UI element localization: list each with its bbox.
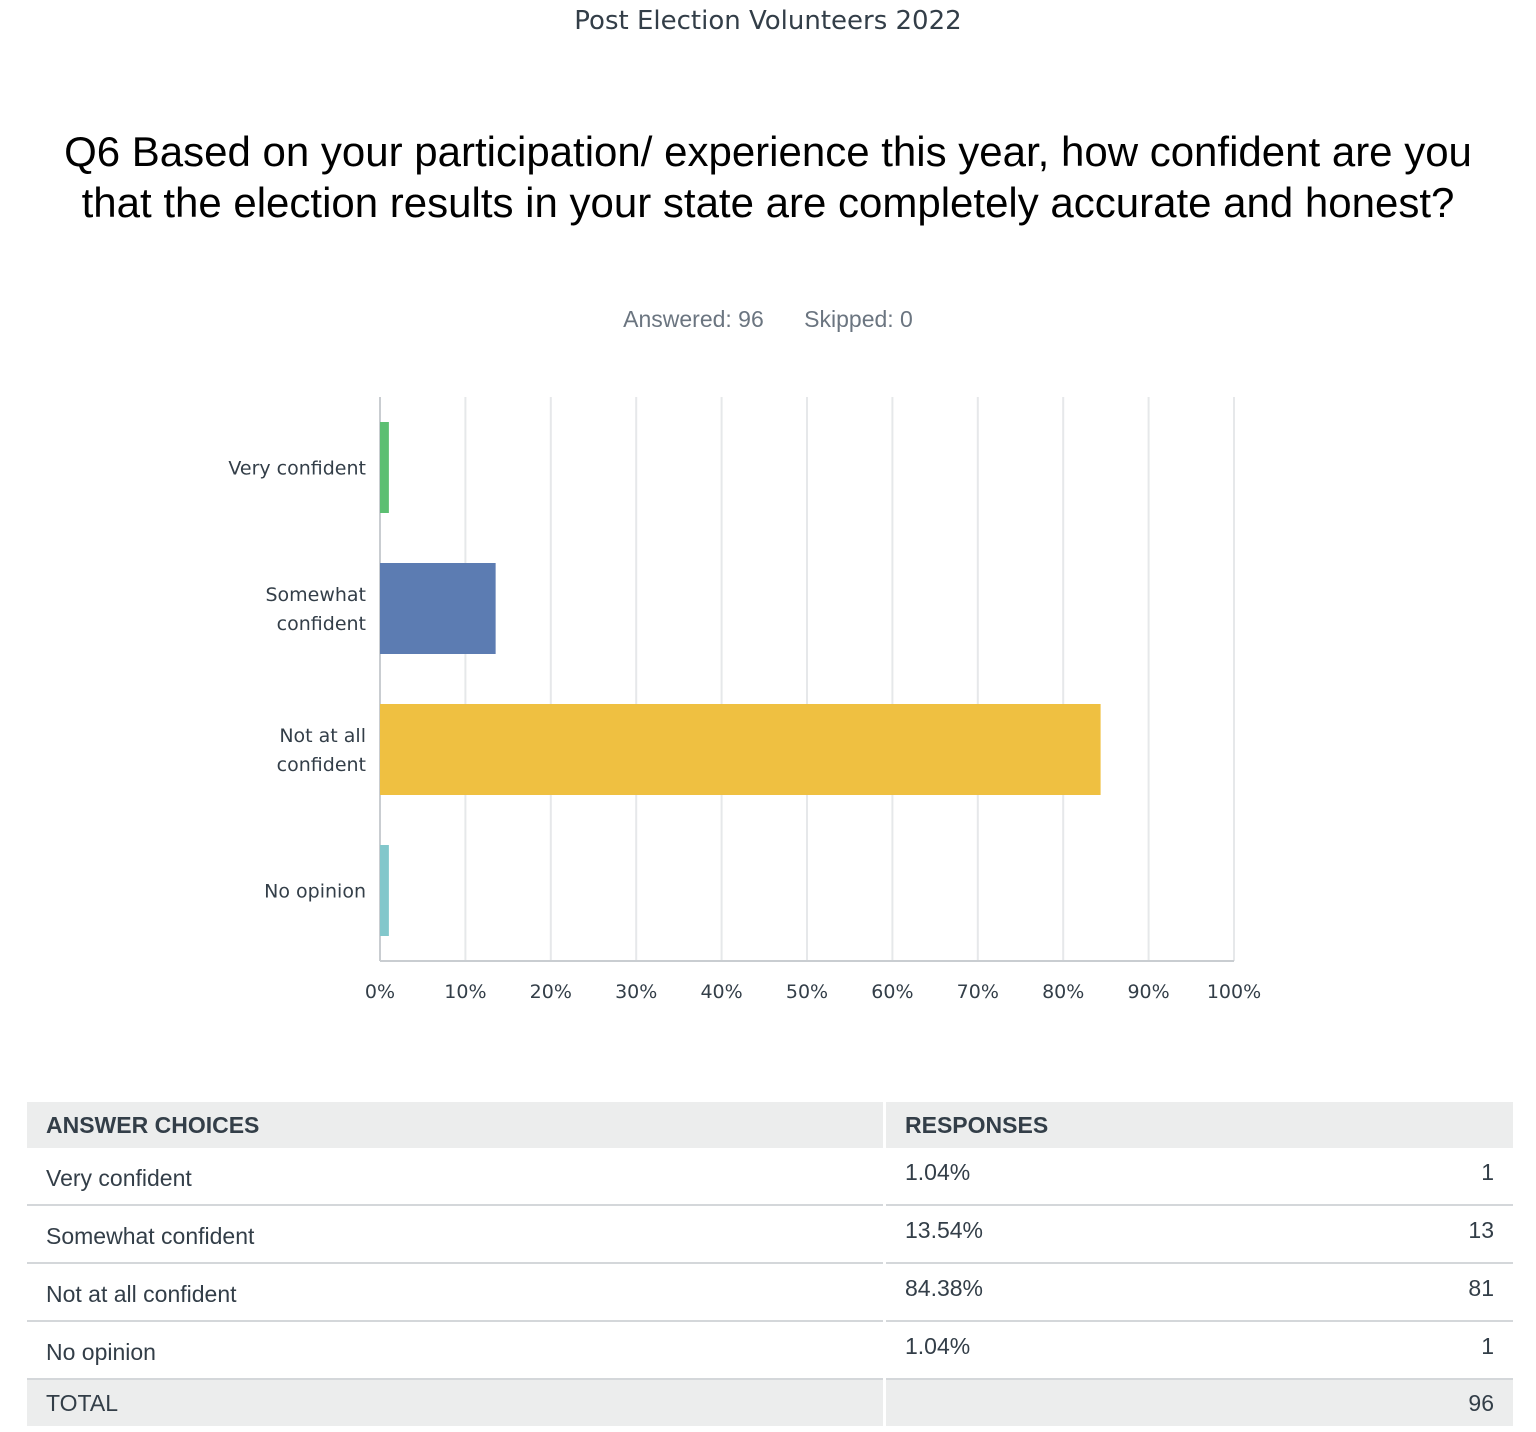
row-count: 81 <box>1292 1263 1513 1322</box>
x-tick-labels: 0% 10% 20% 30% 40% 50% 60% 70% 80% 90% 100% <box>365 981 1261 1003</box>
x-tick-label: 100% <box>1207 981 1261 1003</box>
bar-chart: Very confident Somewhat confident Not at al… <box>228 397 1261 1003</box>
table-row: No opinion 1.04% 1 <box>27 1321 1513 1380</box>
table-row: Not at all confident 84.38% 81 <box>27 1263 1513 1322</box>
category-label: Very confident <box>228 458 366 480</box>
chart-bars <box>380 422 1101 936</box>
category-labels: Very confident Somewhat confident Not at al… <box>228 458 366 903</box>
x-tick-label: 10% <box>444 981 486 1003</box>
row-percent: 1.04% <box>884 1148 1293 1206</box>
category-label: Somewhat confident <box>265 584 366 635</box>
x-tick-label: 70% <box>957 981 999 1003</box>
total-count: 96 <box>1292 1379 1513 1426</box>
bar <box>380 845 389 936</box>
category-label: No opinion <box>264 881 366 903</box>
skipped-count: Skipped: 0 <box>804 306 913 332</box>
header-answer-choices: ANSWER CHOICES <box>27 1102 886 1148</box>
row-choice: Very confident <box>27 1148 886 1206</box>
row-percent: 13.54% <box>884 1205 1293 1264</box>
answered-count: Answered: 96 <box>623 306 764 332</box>
row-percent: 1.04% <box>884 1321 1293 1380</box>
chart-grid <box>379 397 1235 962</box>
row-count: 1 <box>1292 1148 1513 1206</box>
table-row: Somewhat confident 13.54% 13 <box>27 1205 1513 1264</box>
x-tick-label: 20% <box>530 981 572 1003</box>
row-choice: Somewhat confident <box>27 1205 886 1264</box>
table-total-row: TOTAL 96 <box>27 1379 1513 1426</box>
total-label: TOTAL <box>27 1379 886 1426</box>
x-tick-label: 90% <box>1127 981 1169 1003</box>
bar <box>380 422 389 513</box>
x-tick-label: 60% <box>871 981 913 1003</box>
total-percent-empty <box>884 1379 1293 1426</box>
bar <box>380 563 496 654</box>
row-percent: 84.38% <box>884 1263 1293 1322</box>
row-count: 1 <box>1292 1321 1513 1380</box>
category-label: Not at all confident <box>277 725 366 776</box>
x-tick-label: 40% <box>700 981 742 1003</box>
table-row: Very confident 1.04% 1 <box>27 1148 1513 1206</box>
question-title: Q6 Based on your participation/ experien… <box>64 128 1472 226</box>
x-tick-label: 80% <box>1042 981 1084 1003</box>
row-count: 13 <box>1292 1205 1513 1264</box>
x-tick-label: 50% <box>786 981 828 1003</box>
header-responses: RESPONSES <box>884 1102 1513 1148</box>
survey-title: Post Election Volunteers 2022 <box>574 6 962 36</box>
x-tick-label: 30% <box>615 981 657 1003</box>
responses-table: ANSWER CHOICES RESPONSES Very confident … <box>27 1102 1513 1426</box>
row-choice: No opinion <box>27 1321 886 1380</box>
table-header-row: ANSWER CHOICES RESPONSES <box>27 1102 1513 1148</box>
x-tick-label: 0% <box>365 981 395 1003</box>
response-stats: Answered: 96 Skipped: 0 <box>0 306 1536 333</box>
bar <box>380 704 1101 795</box>
row-choice: Not at all confident <box>27 1263 886 1322</box>
